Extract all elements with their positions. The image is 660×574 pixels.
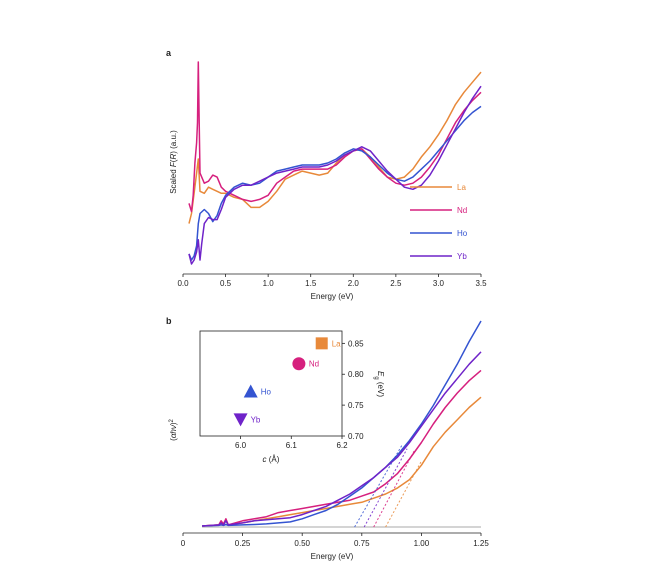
panel-a-x-tick-label: 3.0 — [433, 279, 445, 288]
panel-b-y-axis-label: (αhν)2 — [169, 418, 178, 440]
panel-b-x-ticks: 0 0.25 0.50 0.75 1.00 1.25 — [181, 533, 489, 548]
panel-b-x-tick-label: 1.25 — [473, 539, 489, 548]
legend-label-ho: Ho — [457, 229, 468, 238]
inset-point-ho-label: Ho — [261, 388, 272, 397]
inset-y-axis-label: Eg (eV) — [373, 371, 385, 397]
inset-x-axis-label: c (Å) — [263, 455, 280, 464]
panel-b-ylabel-part-1: ( — [169, 438, 178, 441]
panel-b-x-tick-label: 0.25 — [235, 539, 251, 548]
inset-y-tick-label: 0.75 — [348, 401, 364, 410]
inset-x-tick-label: 6.1 — [286, 441, 298, 450]
inset-point-ho-marker — [243, 384, 258, 398]
panel-a-ylabel-part-3: ( — [169, 159, 178, 162]
inset-xlabel-part-1: c — [263, 455, 267, 464]
panel-a-ylabel-part-2: F — [169, 161, 178, 167]
inset-x-ticks: 6.0 6.1 6.2 — [235, 436, 348, 450]
panel-a-x-tick-label: 2.0 — [348, 279, 360, 288]
panel-a-x-tick-label: 3.5 — [475, 279, 487, 288]
panel-b-x-tick-label: 0.50 — [294, 539, 310, 548]
legend-label-la: La — [457, 183, 466, 192]
panel-a-series-yb-line — [188, 85, 482, 265]
panel-b-extrapolation-yb — [363, 448, 408, 528]
panel-b-series-ho-line — [202, 320, 482, 527]
inset-ylabel-part-2: g — [373, 376, 379, 379]
inset-ylabel-part-3: (eV) — [376, 380, 385, 398]
legend-label-nd: Nd — [457, 206, 467, 215]
panel-b-series-lines — [202, 320, 482, 527]
panel-b-series-yb-line — [202, 351, 482, 527]
panel-b-extrapolation-la — [385, 460, 422, 528]
panel-a-x-tick-label: 2.5 — [390, 279, 402, 288]
panel-a-x-tick-label: 0.5 — [220, 279, 232, 288]
panel-b-ylabel-part-2: αhν — [169, 425, 178, 438]
inset-point-nd-label: Nd — [309, 360, 319, 369]
legend-label-yb: Yb — [457, 252, 467, 261]
panel-a-ylabel-part-5: ) (a.u.) — [169, 130, 178, 154]
panel-b-extrapolation-lines — [354, 444, 422, 528]
panel-a-series-la-line — [188, 71, 482, 224]
inset-xlabel-part-2: (Å) — [267, 455, 280, 464]
panel-a-x-ticks: 0.0 0.5 1.0 1.5 2.0 2.5 3.0 3.5 — [177, 274, 487, 288]
panel-a-ylabel-part-1: Scaled — [169, 167, 178, 194]
panel-b-x-axis-label: Energy (eV) — [311, 552, 354, 561]
panel-a-x-axis-label: Energy (eV) — [311, 292, 354, 301]
panel-b-chart: 0 0.25 0.50 0.75 1.00 1.25 Energy (eV) (αhν)2… — [169, 320, 489, 561]
inset-point-yb-marker — [233, 413, 248, 427]
inset-point-nd-marker — [292, 357, 306, 371]
inset-ylabel-part-1: E — [376, 371, 385, 377]
panel-b-x-tick-label: 0 — [181, 539, 186, 548]
panel-b-ylabel-part-3: ) — [169, 422, 178, 425]
inset-y-tick-label: 0.70 — [348, 432, 364, 441]
panel-a-legend: La Nd Ho Yb — [410, 183, 468, 261]
inset-chart: 6.0 6.1 6.2 0.70 0.75 0.80 0.85 c (Å) Eg (eV)… — [199, 330, 385, 464]
panel-a-series-lines — [188, 61, 482, 265]
panel-b-x-tick-label: 1.00 — [414, 539, 430, 548]
inset-y-ticks: 0.70 0.75 0.80 0.85 — [342, 339, 364, 441]
inset-points: La Nd Ho Yb — [233, 337, 341, 427]
panel-a-ylabel-part-4: R — [169, 154, 178, 160]
panel-a-x-tick-label: 1.5 — [305, 279, 317, 288]
panel-a-x-tick-label: 0.0 — [177, 279, 189, 288]
panel-a-y-axis-label: Scaled F(R) (a.u.) — [169, 130, 178, 194]
inset-point-la-label: La — [332, 339, 341, 348]
inset-point-la-marker — [315, 337, 328, 350]
panel-a-series-nd-line — [188, 61, 482, 213]
panel-b-ylabel-part-4: 2 — [169, 418, 175, 422]
panel-a-chart: 0.0 0.5 1.0 1.5 2.0 2.5 3.0 3.5 Energy (eV) Sca… — [169, 61, 487, 301]
inset-x-tick-label: 6.0 — [235, 441, 247, 450]
panel-a-x-tick-label: 1.0 — [263, 279, 275, 288]
panel-b-x-tick-label: 0.75 — [354, 539, 370, 548]
panel-a-label: a — [166, 48, 172, 58]
inset-y-tick-label: 0.80 — [348, 370, 364, 379]
panel-a-series-ho-line — [188, 105, 482, 261]
inset-y-tick-label: 0.85 — [348, 339, 364, 348]
inset-x-tick-label: 6.2 — [336, 441, 348, 450]
panel-b-extrapolation-nd — [373, 450, 415, 528]
panel-b-label: b — [166, 316, 172, 326]
inset-point-yb-label: Yb — [251, 415, 261, 424]
